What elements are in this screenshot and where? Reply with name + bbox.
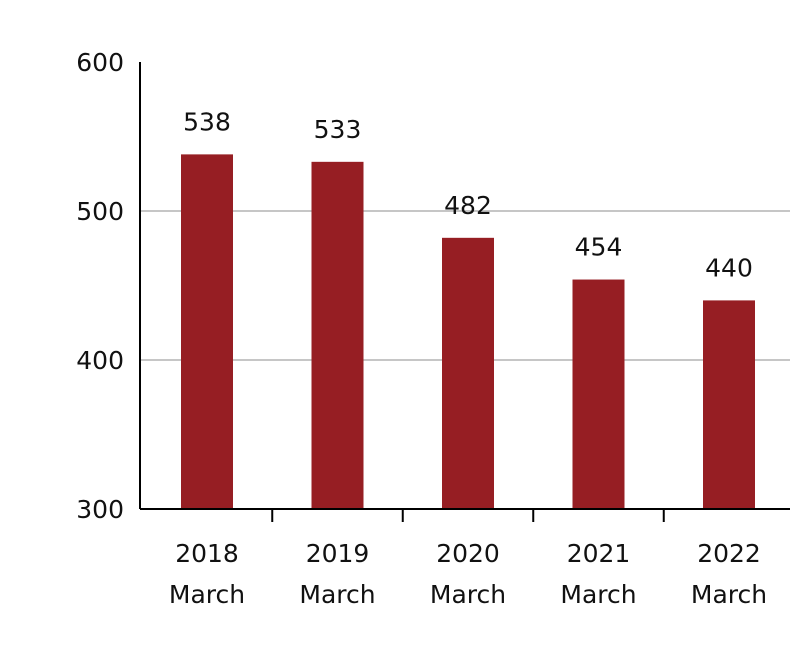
x-tick-label-2018: 2018 March [169, 539, 245, 609]
y-tick-label-400: 400 [76, 346, 124, 375]
axes [139, 62, 790, 522]
x-tick-label-2020: 2020 March [430, 539, 506, 609]
bar-2020 [442, 237, 494, 509]
bar-2019 [311, 161, 364, 509]
x-tick-label-2022: 2022 March [691, 539, 767, 609]
data-label-2018: 538 [183, 107, 231, 136]
labels: 538 533 482 454 440 300 400 500 600 2018 March 2019… [76, 48, 767, 609]
y-tick-label-600: 600 [76, 48, 124, 77]
data-label-2020: 482 [444, 191, 492, 220]
data-label-2021: 454 [575, 233, 623, 262]
x-tick-label-2021: 2021 March [560, 539, 636, 609]
y-tick-label-500: 500 [76, 197, 124, 226]
bar-2021 [572, 279, 625, 509]
bar-2022 [703, 300, 755, 509]
data-label-2022: 440 [705, 253, 753, 282]
y-tick-label-300: 300 [76, 495, 124, 524]
bars [181, 154, 755, 509]
x-tick-label-2019: 2019 March [299, 539, 375, 609]
data-label-2019: 533 [314, 115, 362, 144]
bar-2018 [181, 154, 233, 509]
